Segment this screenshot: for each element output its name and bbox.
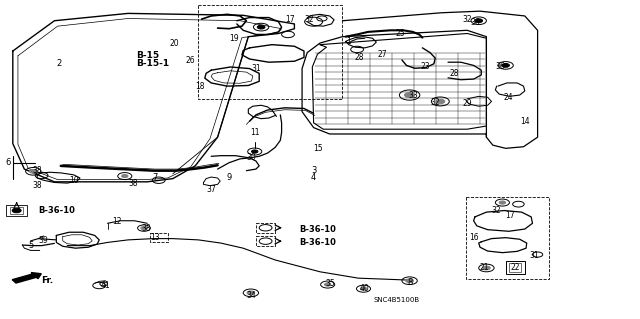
Circle shape	[404, 93, 415, 98]
Text: 1: 1	[346, 37, 351, 46]
Text: 30: 30	[246, 153, 257, 162]
Text: 38: 38	[141, 224, 151, 233]
Circle shape	[257, 25, 265, 29]
Text: 41: 41	[100, 281, 111, 290]
Text: 36: 36	[470, 18, 480, 27]
Text: 38: 38	[32, 181, 42, 189]
Text: 32: 32	[492, 206, 502, 215]
Text: 9: 9	[227, 173, 232, 182]
Text: 15: 15	[313, 144, 323, 153]
Text: B-36-10: B-36-10	[38, 206, 76, 215]
Text: 22: 22	[511, 263, 520, 272]
Text: B-15: B-15	[136, 51, 159, 60]
Text: 14: 14	[520, 117, 530, 126]
Text: 11: 11	[250, 128, 259, 137]
Text: 4: 4	[311, 173, 316, 182]
FancyArrow shape	[12, 272, 41, 283]
Circle shape	[502, 63, 509, 67]
Text: 25: 25	[395, 29, 405, 38]
Text: 29: 29	[462, 99, 472, 108]
Text: 26: 26	[186, 56, 196, 65]
Text: 39: 39	[38, 236, 49, 245]
Text: 33: 33	[408, 91, 418, 100]
Text: 7: 7	[152, 173, 157, 182]
Circle shape	[12, 208, 21, 213]
Text: 32: 32	[430, 98, 440, 107]
Text: 38: 38	[32, 166, 42, 175]
Text: 8: 8	[407, 278, 412, 287]
Text: 38: 38	[128, 179, 138, 188]
Text: 19: 19	[228, 34, 239, 43]
Circle shape	[436, 99, 445, 104]
Text: 24: 24	[504, 93, 514, 102]
Text: 32: 32	[304, 15, 314, 24]
Text: B-15-1: B-15-1	[136, 59, 170, 68]
Text: 5: 5	[28, 241, 33, 250]
Text: 20: 20	[169, 39, 179, 48]
Text: SNC4B5100B: SNC4B5100B	[374, 297, 420, 303]
Circle shape	[252, 150, 258, 153]
Circle shape	[29, 169, 37, 173]
Circle shape	[483, 266, 490, 270]
Text: 28: 28	[450, 69, 459, 78]
Text: 23: 23	[420, 63, 431, 71]
Text: 6: 6	[6, 158, 11, 167]
Text: 10: 10	[68, 176, 79, 185]
Text: 31: 31	[529, 251, 540, 260]
Text: 28: 28	[355, 53, 364, 62]
Circle shape	[406, 279, 413, 283]
Text: 27: 27	[377, 50, 387, 59]
Text: 16: 16	[468, 233, 479, 242]
Circle shape	[141, 226, 147, 230]
Text: 34: 34	[246, 291, 257, 300]
Text: 21: 21	[480, 263, 489, 272]
Text: 17: 17	[505, 211, 515, 220]
Text: 40: 40	[360, 284, 370, 293]
Text: 3: 3	[311, 166, 316, 175]
Text: B-36-10: B-36-10	[300, 225, 337, 234]
Text: Fr.: Fr.	[41, 276, 52, 285]
Text: 17: 17	[285, 15, 295, 24]
Circle shape	[475, 19, 483, 23]
Circle shape	[324, 283, 331, 286]
Text: 18: 18	[195, 82, 204, 91]
Circle shape	[499, 201, 506, 204]
Text: 37: 37	[206, 185, 216, 194]
Text: B-36-10: B-36-10	[300, 238, 337, 247]
Text: 31: 31	[251, 64, 261, 73]
Circle shape	[122, 174, 128, 178]
Circle shape	[247, 291, 255, 295]
Text: 13: 13	[150, 233, 160, 242]
Text: 12: 12	[112, 217, 121, 226]
Text: 35: 35	[325, 279, 335, 288]
Text: 36: 36	[495, 63, 506, 71]
Circle shape	[360, 287, 367, 290]
Text: 2: 2	[56, 59, 61, 68]
Text: 32: 32	[462, 15, 472, 24]
